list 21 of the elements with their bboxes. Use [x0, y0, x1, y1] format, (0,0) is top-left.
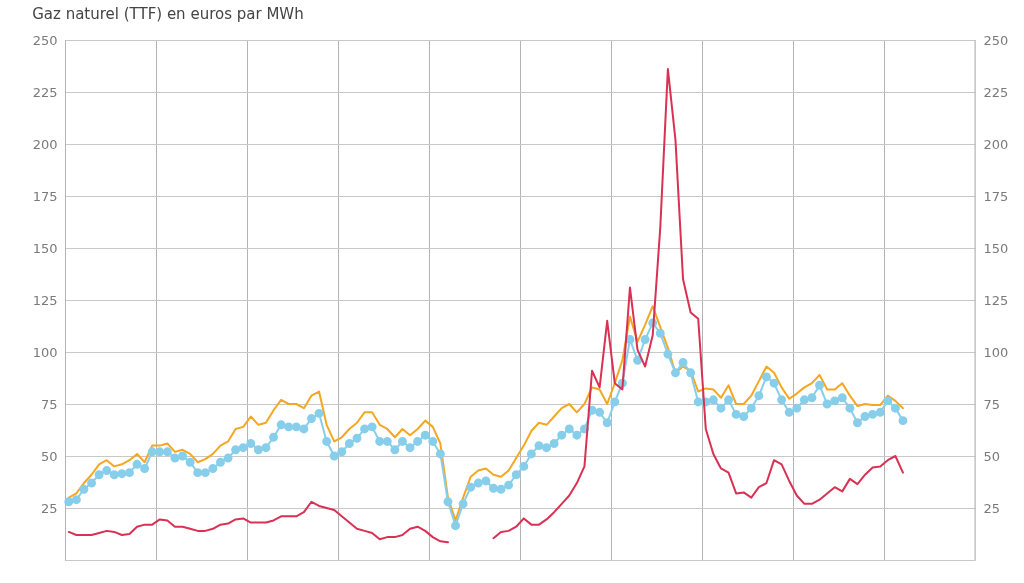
y2-tick-label: 225 [983, 84, 1009, 100]
y2-tick-label: 50 [983, 448, 1001, 464]
y-tick-label: 75 [40, 396, 58, 412]
y-tick-label: 50 [40, 448, 58, 464]
y2-tick-label: 175 [983, 188, 1009, 204]
y-tick-label: 25 [40, 500, 58, 516]
y-tick-label: 175 [32, 188, 58, 204]
y-tick-label: 125 [32, 292, 58, 308]
y2-tick-label: 250 [983, 32, 1009, 48]
y-tick-label: 150 [32, 240, 58, 256]
y2-tick-label: 100 [983, 344, 1009, 360]
y-tick-label: 200 [32, 136, 58, 152]
y2-tick-label: 125 [983, 292, 1009, 308]
y-tick-label: 100 [32, 344, 58, 360]
y2-tick-label: 150 [983, 240, 1009, 256]
y-tick-label: 225 [32, 84, 58, 100]
y2-tick-label: 75 [983, 396, 1001, 412]
y2-tick-label: 25 [983, 500, 1001, 516]
y-tick-label: 250 [32, 32, 58, 48]
chart-title: Gaz naturel (TTF) en euros par MWh [32, 5, 304, 23]
y2-tick-label: 200 [983, 136, 1009, 152]
